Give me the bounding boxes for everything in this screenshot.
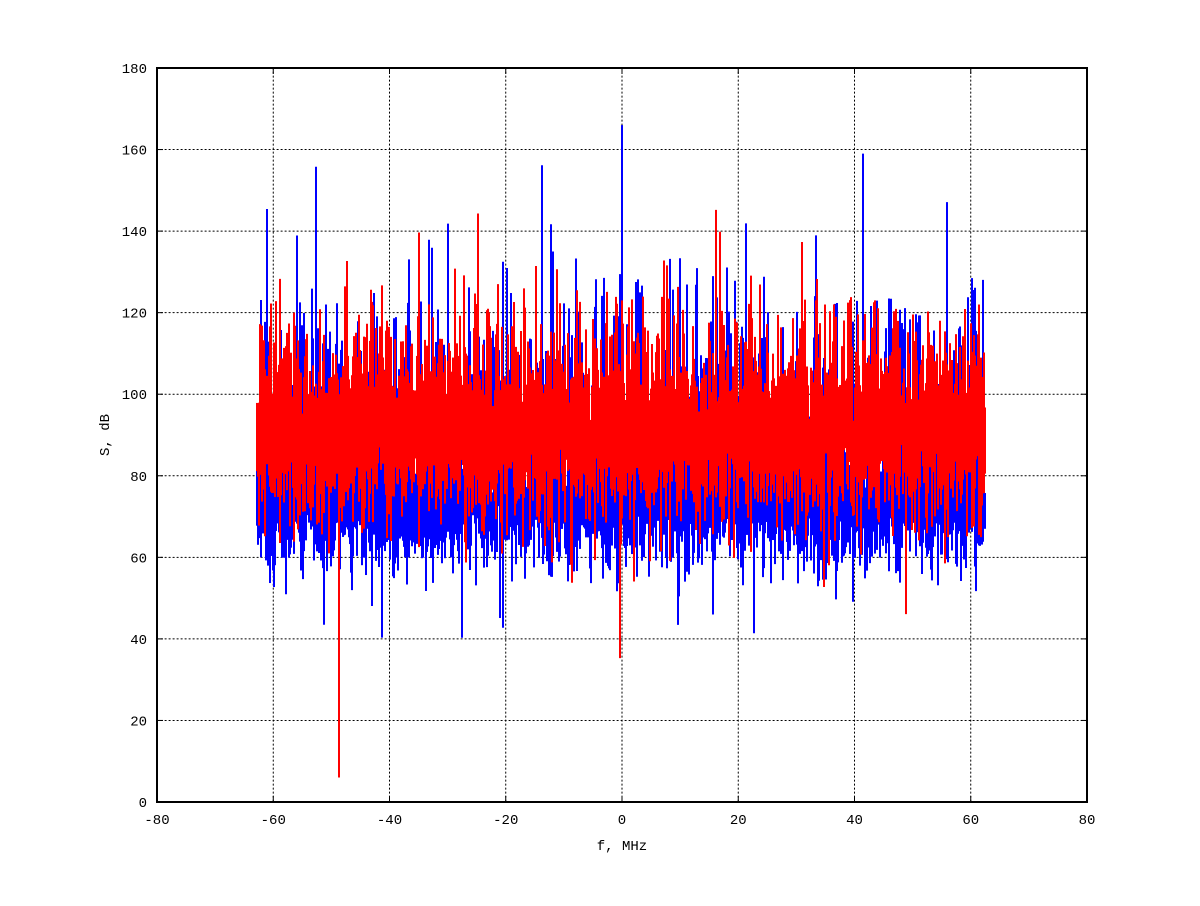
svg-text:80: 80 <box>1079 813 1096 829</box>
svg-text:-60: -60 <box>261 813 286 829</box>
svg-text:20: 20 <box>130 714 147 730</box>
svg-text:-80: -80 <box>144 813 169 829</box>
svg-text:0: 0 <box>618 813 626 829</box>
svg-text:20: 20 <box>730 813 747 829</box>
svg-text:160: 160 <box>122 144 147 160</box>
svg-text:140: 140 <box>122 225 147 241</box>
svg-text:120: 120 <box>122 307 147 323</box>
svg-text:100: 100 <box>122 388 147 404</box>
svg-text:180: 180 <box>122 62 147 78</box>
svg-text:f, MHz: f, MHz <box>597 839 647 855</box>
svg-text:40: 40 <box>130 633 147 649</box>
svg-text:60: 60 <box>962 813 979 829</box>
svg-text:60: 60 <box>130 551 147 567</box>
svg-text:0: 0 <box>139 796 147 812</box>
svg-text:80: 80 <box>130 470 147 486</box>
svg-text:S, dB: S, dB <box>98 414 114 456</box>
svg-text:-20: -20 <box>493 813 518 829</box>
svg-text:40: 40 <box>846 813 863 829</box>
svg-text:-40: -40 <box>377 813 402 829</box>
